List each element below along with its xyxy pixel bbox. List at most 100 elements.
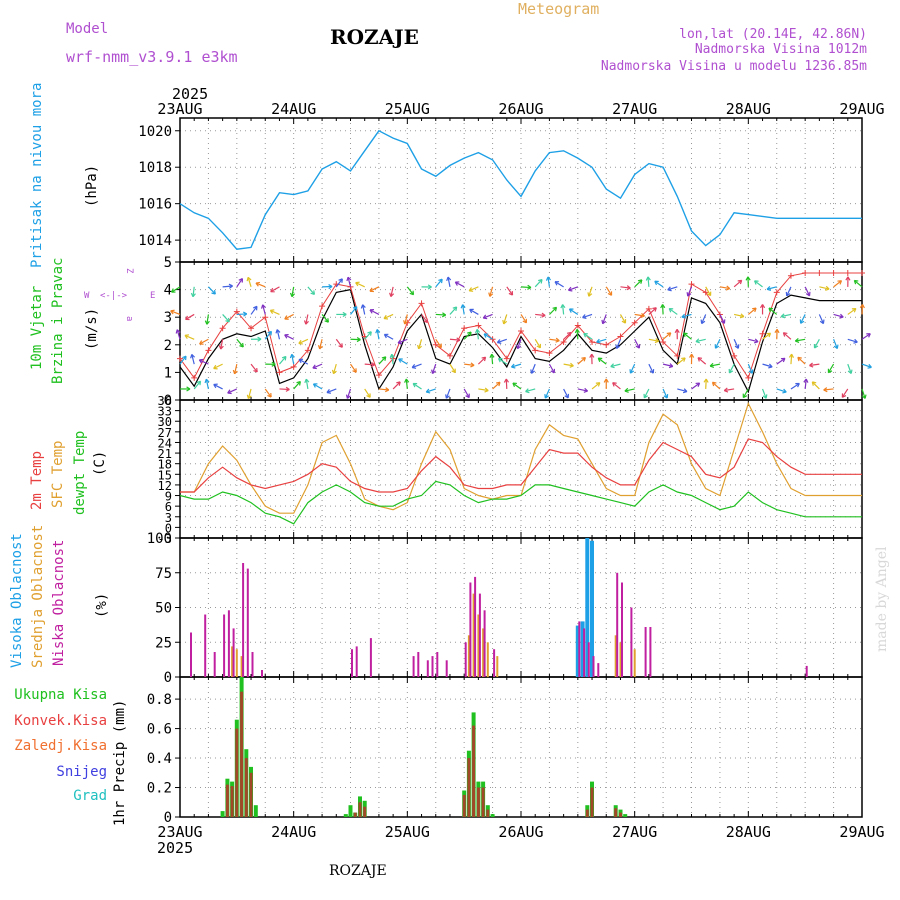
wind-arrow [530,363,536,374]
wind-arrow [605,286,613,296]
wind-arrow [455,281,465,288]
elevation-text: Nadmorska Visina 1012m [695,42,867,57]
wind-arrow-head [196,380,202,386]
wind-arrow-head [845,276,851,281]
wind-arrow [847,308,857,315]
gust-point [432,341,439,348]
wind-arrow [582,313,593,319]
cloud-mid-bar [496,656,499,677]
wind-arrow-head [667,286,672,292]
wind-arrow-head [695,338,700,344]
wind-arrow-head [766,332,772,338]
y-tick-label: 1 [164,365,172,381]
y-tick-label: 4 [164,283,172,299]
y-tick-label: 33 [158,405,172,419]
pressure-series [179,129,862,250]
wind-arrow [236,278,243,288]
wind-arrow-head [296,380,301,386]
wind-arrow [447,276,451,287]
wind-arrow [563,363,574,367]
cloud-low-bar [478,593,481,677]
wind-arrow-head [369,309,375,314]
wind-arrow [563,388,569,399]
wind-arrow-head [681,357,686,362]
wind-arrow [307,286,315,295]
wind-arrow [227,388,238,394]
model-name: wrf-nmm_v3.9.1 e3km [66,48,238,66]
wind-arrow-head [495,381,501,387]
y-tick-label: 1018 [138,160,172,176]
gust-point [375,372,382,379]
wind-arrow-head [451,368,456,374]
wind-arrow [179,355,187,365]
wind-arrow [483,313,493,319]
wind-arrow-head [689,353,695,358]
compass-cross: <-|-> [100,291,128,301]
wind-arrow-head [768,307,774,313]
wind-arrow [701,314,707,324]
wind-arrow-head [346,276,352,282]
wind-arrow-head [324,318,329,323]
wind-arrow [497,338,507,344]
wind-arrow-head [198,358,204,364]
bottom-date-label: 25AUG [385,823,430,841]
y-tick-label: 75 [155,566,172,582]
wind-arrow [818,314,824,324]
wind-arrow [199,359,209,365]
wind-arrow-head [232,369,238,375]
wind-arrow [284,334,294,340]
wind-arrow-head [583,387,589,393]
wind-arrow [624,388,635,392]
wind-arrow [350,363,357,373]
wind-arrow-head [360,304,366,309]
wind-arrow-head [723,387,729,393]
cloud-low-bar [621,582,623,677]
y-tick-label: 0 [164,810,172,826]
wind-arrow-head [554,281,560,286]
wind-arrow-head [468,287,474,292]
wind-arrow-head [383,333,389,339]
wind-arrow [511,363,522,368]
gust-point [859,270,865,277]
wind-arrow-head [389,353,395,359]
wind-arrow-head [629,369,635,374]
wind-arrow-head [409,290,415,296]
wind-arrow [576,329,579,340]
wind-arrow-head [703,378,709,383]
wind-arrow-head [700,319,706,325]
bottom-date-label: 24AUG [271,823,316,841]
wind-arrow-head [303,320,309,325]
y-tick-label: 12 [158,479,172,493]
wind-arrow [583,333,593,340]
wind-arrow [176,329,181,340]
wind-arrow-head [469,308,474,314]
wind-arrow [270,286,280,293]
wind-arrow-head [184,334,190,339]
wind-ylabel: 10m Vjetar [29,286,45,370]
wind-arrow-head [389,292,395,298]
wind-arrow-head [170,309,175,315]
wind-arrow-head [298,339,303,345]
wind-arrow [405,378,408,390]
wind-arrow [369,309,380,315]
wind-arrow-head [397,339,403,345]
precip-total-bar [623,814,628,817]
wind-arrow-head [312,364,317,370]
temp-ylabel-sub2: dewpt Temp [72,431,88,515]
bottom-date-label: 26AUG [498,823,543,841]
wind-arrow [795,338,806,342]
wind-arrow-head [568,308,574,313]
wind-arrow [662,363,673,367]
wind-arrow-head [853,338,858,344]
gust-point [560,339,567,346]
wind-arrow-head [615,344,621,349]
wind-arrow [861,388,866,399]
cloud-mid-bar [467,635,470,677]
wind-arrow-head [190,292,196,298]
wind-arrow [654,280,664,288]
wind-arrow-head [289,292,296,298]
gust-point [248,325,255,332]
wind-arrow-head [799,319,805,324]
wind-arrow [362,304,366,315]
wind-arrow [491,354,494,365]
